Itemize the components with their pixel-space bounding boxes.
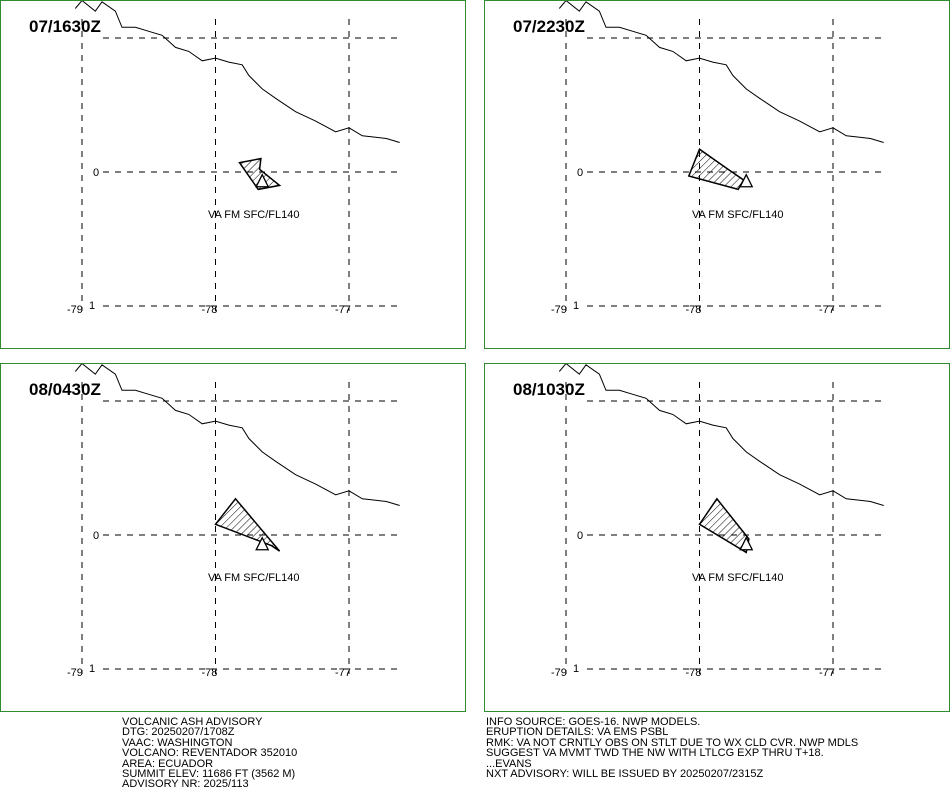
panel-time: 08/0430Z bbox=[29, 380, 101, 399]
advisory-header-info: VOLCANIC ASH ADVISORY DTG: 20250207/1708… bbox=[122, 716, 298, 791]
coastline bbox=[558, 364, 884, 506]
advisory-line: VOLCANIC ASH ADVISORY bbox=[122, 716, 263, 728]
advisory-line: SUGGEST VA MVMT TWD THE NW WITH LTLCG EX… bbox=[486, 747, 824, 760]
latitude-label: 0 bbox=[577, 530, 583, 542]
latitude-label: 0 bbox=[577, 167, 583, 179]
longitude-label: -78 bbox=[202, 667, 218, 679]
ash-level-label: VA FM SFC/FL140 bbox=[692, 572, 784, 584]
advisory-line: INFO SOURCE: GOES-16. NWP MODELS. bbox=[486, 716, 701, 728]
ash-cloud-polygon bbox=[214, 497, 281, 552]
advisory-line: ERUPTION DETAILS: VA EMS PSBL bbox=[486, 726, 669, 739]
map-panel-3: 0 -79 -78 -77 1 bbox=[67, 364, 400, 679]
advisory-line: VAAC: WASHINGTON bbox=[122, 736, 233, 749]
advisory-line: SUMMIT ELEV: 11686 FT (3562 M) bbox=[122, 768, 296, 781]
advisory-line: AREA: ECUADOR bbox=[122, 757, 214, 770]
longitude-label: -77 bbox=[335, 304, 351, 316]
coastline bbox=[74, 1, 400, 143]
advisory-line: ADVISORY NR: 2025/113 bbox=[122, 778, 249, 791]
longitude-label: -79 bbox=[67, 304, 83, 316]
map-panel-4: 0 -79 -78 -77 1 bbox=[551, 364, 884, 679]
volcano-icon bbox=[255, 173, 270, 188]
advisory-line: ...EVANS bbox=[486, 757, 532, 770]
longitude-label: -77 bbox=[335, 667, 351, 679]
longitude-label: -78 bbox=[202, 304, 218, 316]
longitude-label: -77 bbox=[819, 667, 835, 679]
advisory-line: RMK: VA NOT CRNTLY OBS ON STLT DUE TO WX… bbox=[486, 736, 859, 749]
advisory-line: NXT ADVISORY: WILL BE ISSUED BY 20250207… bbox=[486, 768, 764, 781]
forecast-panel-4: 0 -79 -78 -77 1 08/1030Z VA FM SFC/FL140 bbox=[484, 363, 950, 712]
longitude-label: -78 bbox=[686, 304, 702, 316]
advisory-details-info: INFO SOURCE: GOES-16. NWP MODELS. ERUPTI… bbox=[486, 716, 859, 781]
advisory-line: DTG: 20250207/1708Z bbox=[122, 726, 235, 739]
ash-level-label: VA FM SFC/FL140 bbox=[208, 209, 300, 221]
forecast-panel-3: 0 -79 -78 -77 1 08/0430Z VA FM SFC/FL140 bbox=[0, 363, 466, 712]
ash-cloud-polygon bbox=[687, 148, 745, 191]
volcano-icon bbox=[255, 536, 270, 551]
latitude-label: 0 bbox=[93, 530, 99, 542]
ash-cloud-polygon bbox=[238, 157, 282, 191]
minor-tick-label: 1 bbox=[573, 663, 579, 675]
latitude-label: 0 bbox=[93, 167, 99, 179]
ash-level-label: VA FM SFC/FL140 bbox=[208, 572, 300, 584]
advisory-line: VOLCANO: REVENTADOR 352010 bbox=[122, 747, 298, 760]
ash-cloud-polygon bbox=[698, 497, 750, 554]
forecast-panel-2: 0 -79 -78 -77 1 07/2230Z VA FM SFC/FL140 bbox=[484, 0, 950, 349]
longitude-label: -79 bbox=[551, 667, 567, 679]
ash-level-label: VA FM SFC/FL140 bbox=[692, 209, 784, 221]
longitude-label: -79 bbox=[551, 304, 567, 316]
forecast-panel-1: 0 -79 -78 -77 1 07/1630Z VA FM SFC/FL140 bbox=[0, 0, 466, 349]
panel-time: 07/1630Z bbox=[29, 17, 101, 36]
panel-time: 08/1030Z bbox=[513, 380, 585, 399]
coastline bbox=[558, 1, 884, 143]
longitude-label: -79 bbox=[67, 667, 83, 679]
panel-time: 07/2230Z bbox=[513, 17, 585, 36]
coastline bbox=[74, 364, 400, 506]
longitude-label: -78 bbox=[686, 667, 702, 679]
volcano-icon bbox=[739, 173, 754, 188]
volcano-icon bbox=[739, 536, 754, 551]
minor-tick-label: 1 bbox=[573, 300, 579, 312]
map-panel-2: 0 -79 -78 -77 1 bbox=[551, 1, 884, 316]
longitude-label: -77 bbox=[819, 304, 835, 316]
map-panel-1: 0 -79 -78 -77 1 bbox=[67, 1, 400, 316]
minor-tick-label: 1 bbox=[89, 663, 95, 675]
minor-tick-label: 1 bbox=[89, 300, 95, 312]
